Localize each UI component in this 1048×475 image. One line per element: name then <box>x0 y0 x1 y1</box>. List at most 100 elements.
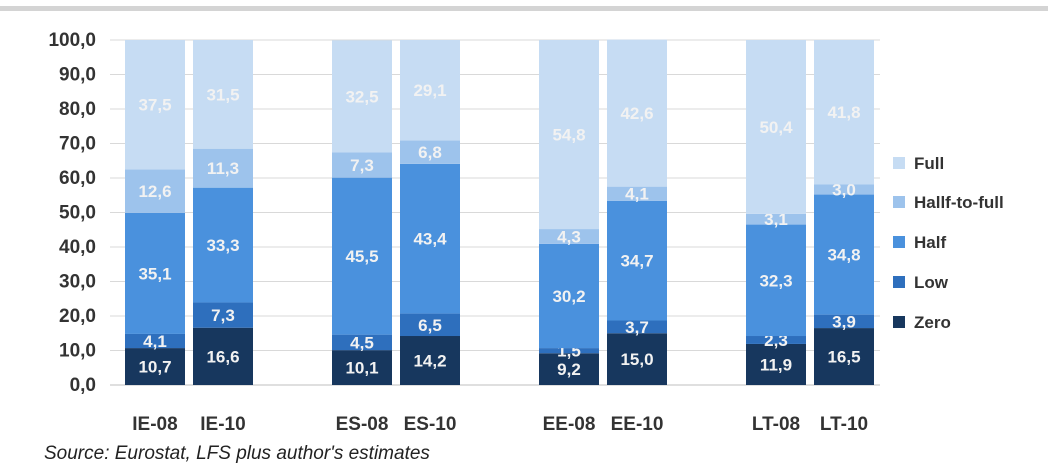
data-label: 31,5 <box>206 85 239 104</box>
x-tick-label: ES-10 <box>404 414 457 435</box>
bar-segment <box>539 353 599 385</box>
data-label: 34,8 <box>827 246 860 265</box>
bar-segment <box>125 333 185 349</box>
legend: Full Hallf-to-full Half Low Zero <box>893 154 1004 332</box>
data-label: 6,5 <box>418 316 442 335</box>
bar-segment <box>400 140 460 164</box>
y-tick-label: 40,0 <box>59 237 96 258</box>
data-label: 3,7 <box>625 318 649 337</box>
y-tick-label: 20,0 <box>59 306 96 327</box>
data-label: 54,8 <box>552 126 585 145</box>
data-label: 3,1 <box>764 210 788 229</box>
y-tick-label: 70,0 <box>59 134 96 155</box>
data-label: 34,7 <box>620 252 653 271</box>
legend-label: Hallf-to-full <box>914 193 1004 212</box>
bar-segment <box>746 343 806 385</box>
legend-swatch <box>893 196 905 208</box>
data-label: 4,1 <box>625 185 649 204</box>
data-label: 32,5 <box>345 87 378 106</box>
data-label: 42,6 <box>620 104 653 123</box>
bar-segment <box>607 333 667 385</box>
bar-segment <box>193 302 253 328</box>
bar-segment <box>332 177 392 335</box>
bar-segment <box>400 336 460 385</box>
bar-segment <box>332 334 392 351</box>
legend-label: Half <box>914 233 946 252</box>
x-tick-label: EE-10 <box>611 414 664 435</box>
data-label: 15,0 <box>620 350 653 369</box>
legend-swatch <box>893 236 905 248</box>
bar-segment <box>539 229 599 244</box>
bar-segment <box>125 212 185 334</box>
bar-segment <box>746 224 806 337</box>
x-tick-label: IE-10 <box>200 414 245 435</box>
data-label: 41,8 <box>827 103 860 122</box>
bar-segment <box>814 314 874 329</box>
data-label: 11,9 <box>760 355 792 374</box>
data-label: 11,3 <box>207 159 239 178</box>
data-label: 4,3 <box>557 227 581 246</box>
legend-label: Full <box>914 154 944 173</box>
y-tick-label: 60,0 <box>59 168 96 189</box>
stacked-bar-chart: 0,0 10,0 20,0 30,0 40,0 50,0 60,0 70,0 80,0 90,0 1… <box>48 30 1004 435</box>
bar-segment <box>193 187 253 303</box>
bar-segment <box>539 243 599 349</box>
y-tick-label: 50,0 <box>59 203 96 224</box>
data-label: 7,3 <box>211 306 235 325</box>
data-label: 10,7 <box>138 358 171 377</box>
data-label: 30,2 <box>552 287 585 306</box>
bar-segment <box>125 40 185 170</box>
data-label: 4,5 <box>350 333 374 352</box>
data-label: 16,5 <box>827 348 860 367</box>
x-tick-label: LT-10 <box>820 414 868 435</box>
data-label: 9,2 <box>557 360 581 379</box>
bar-segment <box>332 40 392 153</box>
y-tick-label: 30,0 <box>59 272 96 293</box>
bar-segment <box>332 350 392 385</box>
bar-segment <box>125 169 185 213</box>
data-label: 6,8 <box>418 143 442 162</box>
data-label: 3,0 <box>832 180 856 199</box>
source-note: Source: Eurostat, LFS plus author's esti… <box>44 443 430 464</box>
top-divider <box>0 6 1048 11</box>
data-label: 43,4 <box>413 230 447 249</box>
y-tick-label: 10,0 <box>59 341 96 362</box>
x-tick-label: EE-08 <box>543 414 596 435</box>
data-label: 29,1 <box>413 81 446 100</box>
y-tick-label: 0,0 <box>70 375 96 396</box>
data-label: 16,6 <box>206 347 239 366</box>
x-tick-label: LT-08 <box>752 414 800 435</box>
data-label: 35,1 <box>138 264 171 283</box>
bar-segment <box>814 194 874 315</box>
legend-swatch <box>893 316 905 328</box>
bar-segment <box>125 348 185 385</box>
bar-segment <box>746 213 806 225</box>
data-label: 12,6 <box>138 182 171 201</box>
x-axis: IE-08 IE-10 ES-08 ES-10 EE-08 EE-10 LT-08 LT-10 <box>132 414 868 435</box>
bar-segment <box>539 348 599 354</box>
data-label: 7,3 <box>350 156 374 175</box>
y-tick-label: 90,0 <box>59 65 96 86</box>
bar-segment <box>193 148 253 188</box>
y-tick-label: 100,0 <box>48 30 96 51</box>
bar-segment <box>746 336 806 344</box>
data-label: 37,5 <box>138 96 171 115</box>
data-label: 4,1 <box>143 332 167 351</box>
data-label: 33,3 <box>206 236 239 255</box>
bar-segment <box>193 327 253 385</box>
data-label: 32,3 <box>759 271 792 290</box>
bar-segment <box>400 163 460 314</box>
bar-segment <box>607 39 667 187</box>
bars: 10,7 4,1 35,1 12,6 37,5 16,6 7,3 33,3 11,3 31,5 10… <box>125 39 874 385</box>
bar-segment <box>539 40 599 230</box>
bar-segment <box>607 320 667 334</box>
bar-segment <box>607 186 667 201</box>
bar-segment <box>400 313 460 337</box>
legend-label: Zero <box>914 313 951 332</box>
bar-segment <box>814 40 874 185</box>
bar-segment <box>332 152 392 178</box>
legend-swatch <box>893 276 905 288</box>
bar-segment <box>814 328 874 385</box>
legend-label: Low <box>914 273 949 292</box>
